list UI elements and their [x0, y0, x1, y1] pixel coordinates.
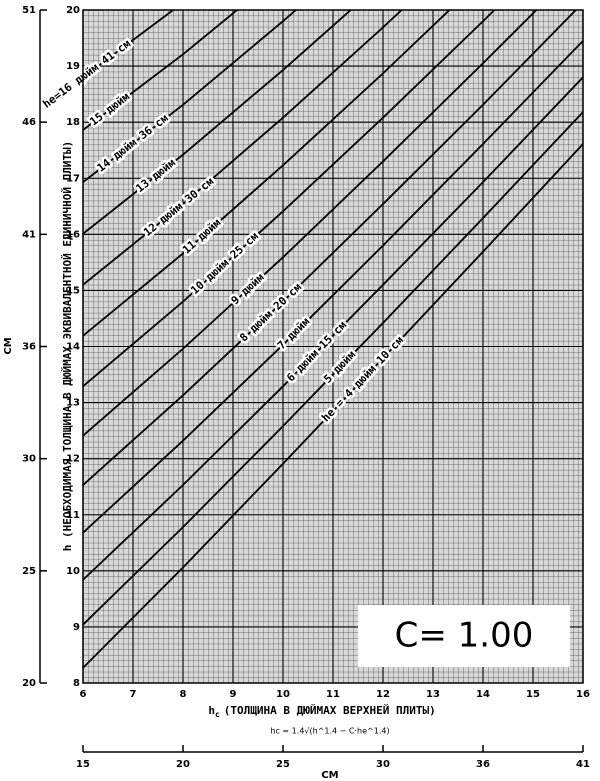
x-axis-title: hc (ТОЛЩИНА В ДЮЙМАХ ВЕРХНЕЙ ПЛИТЫ)	[208, 704, 435, 719]
y-axis-title: h (НЕОБХОДИМАЯ ТОЛЩИНА В ДЮЙМАХ ЭКВИВАЛЕ…	[61, 141, 74, 552]
y2-tick-label: 30	[22, 454, 36, 465]
x-tick-label: 16	[576, 689, 590, 700]
x2-tick-label: 25	[276, 759, 290, 770]
y-tick-label: 19	[66, 61, 80, 72]
y-tick-label: 14	[66, 342, 80, 353]
y-tick-label: 13	[66, 398, 80, 409]
curve	[83, 10, 175, 79]
x-tick-label: 12	[376, 689, 390, 700]
x2-axis-title: СМ	[321, 770, 338, 781]
x2-tick-label: 15	[76, 759, 90, 770]
y-tick-label: 17	[66, 173, 80, 184]
curve	[83, 76, 583, 581]
y-tick-label: 11	[66, 510, 80, 521]
curve	[83, 143, 583, 669]
x2-tick-label: 41	[576, 759, 590, 770]
x-tick-label: 14	[476, 689, 490, 700]
y2-tick-label: 25	[22, 566, 36, 577]
x-tick-label: 9	[230, 689, 237, 700]
annotation-box	[358, 605, 570, 667]
x2-tick-label: 30	[376, 759, 390, 770]
y-tick-label: 8	[73, 678, 80, 689]
x2-tick-label: 20	[176, 759, 190, 770]
curve	[83, 10, 353, 235]
x-tick-label: 6	[80, 689, 87, 700]
curve	[83, 10, 578, 486]
x-tick-label: 8	[180, 689, 187, 700]
x-tick-label: 15	[526, 689, 540, 700]
grid	[82, 9, 584, 684]
annotation: C= 1.00	[395, 616, 534, 656]
curve	[83, 111, 583, 626]
x-tick-label: 13	[426, 689, 440, 700]
formula: hc = 1.4√(h^1.4 − C·he^1.4)	[270, 727, 389, 736]
x-tick-label: 10	[276, 689, 290, 700]
curve	[83, 10, 496, 388]
x-tick-label: 7	[130, 689, 137, 700]
curves	[83, 10, 583, 669]
curve	[83, 10, 403, 286]
y-tick-label: 18	[66, 117, 80, 128]
y-tick-label: 10	[66, 566, 80, 577]
y2-tick-label: 20	[22, 678, 36, 689]
curve	[83, 40, 583, 534]
y-tick-label: 12	[66, 454, 80, 465]
curve	[83, 10, 239, 131]
y2-tick-label: 46	[22, 117, 36, 128]
plot-frame	[82, 9, 584, 684]
curve	[83, 10, 451, 337]
x-title-subscript: c	[215, 710, 220, 719]
y2-tick-label: 41	[22, 229, 36, 240]
y2-axis-title: СМ	[3, 337, 14, 354]
y-tick-label: 9	[73, 622, 80, 633]
y-tick-label: 15	[66, 285, 80, 296]
y2-tick-label: 51	[22, 5, 36, 16]
x-title-text: (ТОЛЩИНА В ДЮЙМАХ ВЕРХНЕЙ ПЛИТЫ)	[224, 704, 436, 717]
curve	[83, 10, 298, 183]
x2-tick-label: 36	[476, 759, 490, 770]
y-tick-label: 20	[66, 5, 80, 16]
x-title-symbol: h	[208, 704, 215, 717]
y-tick-label: 16	[66, 229, 80, 240]
curve	[83, 10, 538, 437]
x-tick-label: 11	[326, 689, 340, 700]
y2-tick-label: 36	[22, 342, 36, 353]
